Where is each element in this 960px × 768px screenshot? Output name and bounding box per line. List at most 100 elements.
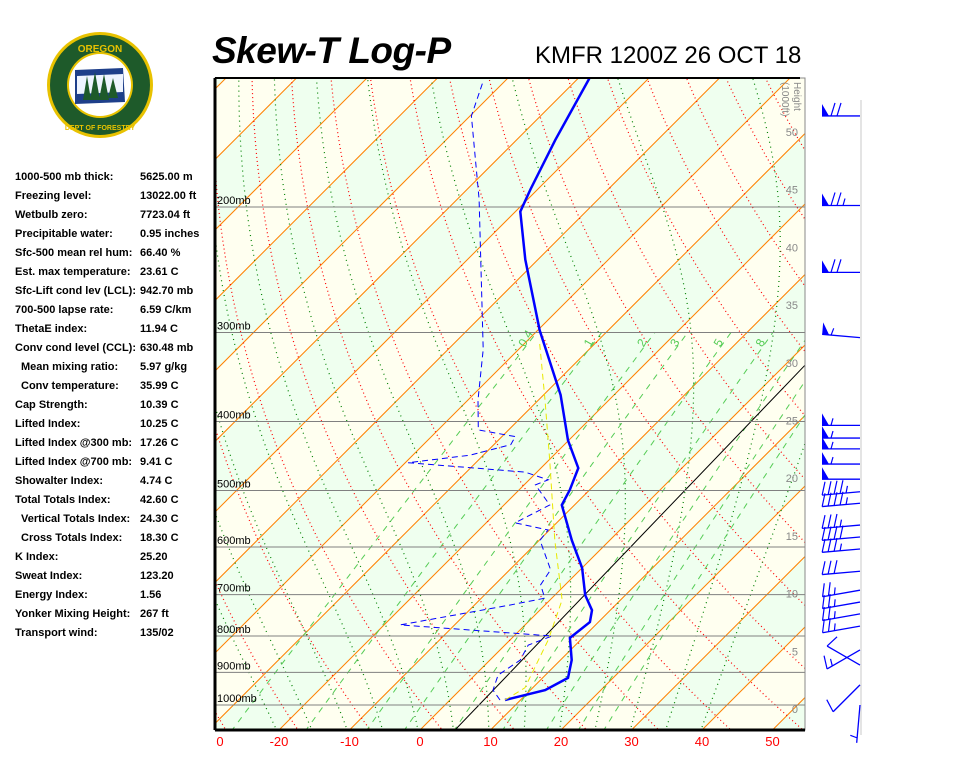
stat-value: 10.39 C	[140, 399, 179, 411]
height-axis-unit: (1000ft)	[779, 82, 790, 116]
isotherm-line	[560, 485, 805, 730]
stat-value: 42.60 C	[140, 494, 179, 506]
wind-barb-half-feather	[829, 658, 833, 667]
wind-barb-shaft	[826, 649, 861, 670]
wind-barb-feather	[833, 480, 838, 495]
wind-barb-half-feather	[833, 599, 836, 607]
x-tick-label: -10	[340, 734, 359, 749]
wind-barb	[822, 426, 860, 439]
isotherm-line	[215, 78, 579, 443]
wind-barb-feather	[839, 525, 844, 539]
pressure-label: 1000mb	[217, 693, 257, 705]
wind-barb-feather	[821, 606, 825, 621]
height-tick-label: 25	[786, 416, 798, 428]
stat-value: 135/02	[140, 627, 174, 639]
x-tick-label: -20	[270, 734, 289, 749]
stat-value: 5625.00 m	[140, 171, 193, 183]
dry-adiabat	[39, 74, 155, 732]
stat-label: Precipitable water:	[15, 228, 113, 240]
wind-barb-half-feather	[839, 543, 843, 551]
stat-value: 123.20	[140, 570, 174, 582]
wind-barb	[822, 102, 860, 117]
wind-barb	[822, 436, 860, 450]
stat-value: 11.94 C	[140, 323, 178, 335]
wind-barb-feather	[827, 538, 832, 552]
plot-area: 0.4 1 2 3 5 8200mb300mb400mb500mb600mb700mb80…	[0, 74, 960, 732]
x-tick-label: 10	[483, 734, 497, 749]
dry-adiabat	[215, 710, 227, 730]
height-tick-label: 35	[786, 300, 798, 312]
x-tick-label: 0	[216, 734, 223, 749]
stat-label: Lifted Index @700 mb:	[15, 456, 133, 468]
height-tick-label: 20	[786, 473, 798, 485]
dry-adiabat	[488, 78, 805, 607]
wind-barb-feather	[827, 492, 832, 507]
wind-barb-feather	[827, 618, 831, 632]
wind-barb-feather	[833, 537, 838, 552]
wind-barb-half-feather	[845, 485, 849, 494]
wind-barb-half-feather	[830, 328, 835, 336]
wind-barb-half-feather	[830, 456, 834, 465]
isotherm-band	[0, 78, 15, 730]
stat-value: 7723.04 ft	[140, 209, 191, 221]
wind-barb-feather	[821, 514, 826, 529]
mixing-ratio-line	[366, 332, 656, 730]
moist-adiabat	[238, 78, 419, 730]
mixing-ratio-line	[305, 332, 603, 730]
height-tick-label: 0	[792, 704, 798, 716]
wind-barb-half-feather	[833, 611, 836, 619]
stat-value: 630.48 mb	[140, 342, 194, 354]
wind-barb	[821, 560, 861, 576]
x-tick-label: 50	[765, 734, 779, 749]
isotherm-line	[215, 78, 650, 513]
stat-label: Sfc-Lift cond lev (LCL):	[15, 285, 136, 297]
dry-adiabat	[330, 78, 660, 730]
wind-barb-feather	[827, 481, 832, 495]
height-tick-label: 5	[792, 646, 798, 658]
isotherm-line	[215, 132, 805, 725]
wind-barb-pennant	[822, 452, 829, 465]
wind-barb	[821, 513, 861, 530]
stat-label: Conv temperature:	[21, 380, 119, 392]
wind-barb	[821, 618, 861, 634]
stat-value: 18.30 C	[140, 532, 179, 544]
stat-value: 0.95 inches	[140, 228, 200, 240]
isotherm-band	[215, 78, 805, 724]
svg-text:OREGON: OREGON	[78, 44, 122, 55]
wind-barb-pennant	[822, 103, 829, 116]
wind-barb-feather	[827, 594, 831, 608]
pressure-label: 800mb	[217, 624, 251, 636]
wind-barb	[821, 605, 861, 622]
wind-barb-half-feather	[830, 418, 834, 426]
moist-adiabat	[430, 78, 572, 730]
dry-adiabat	[921, 74, 960, 732]
dry-adiabat	[290, 78, 588, 730]
wind-barb	[821, 537, 861, 553]
wind-barb-pennant	[822, 426, 829, 439]
height-tick-label: 15	[786, 531, 798, 543]
wind-barb	[821, 491, 861, 508]
wind-barb-pennant	[822, 260, 829, 273]
pressure-label: 200mb	[217, 195, 251, 207]
stat-label: Energy Index:	[15, 589, 88, 601]
isotherm-line	[215, 78, 227, 90]
stat-label: Conv cond level (CCL):	[15, 342, 137, 354]
height-tick-label: 10	[786, 589, 798, 601]
wind-barb-feather	[833, 513, 838, 528]
pressure-label: 400mb	[217, 409, 251, 421]
wind-barb-feather	[821, 583, 825, 597]
x-tick-label: 20	[554, 734, 568, 749]
height-tick-label: 45	[786, 185, 798, 197]
wind-barb	[822, 413, 860, 426]
height-axis-title: Height	[791, 82, 802, 111]
stat-value: 13022.00 ft	[140, 190, 197, 202]
stat-label: Est. max temperature:	[15, 266, 131, 278]
dewpoint-profile-line	[400, 80, 553, 701]
isotherm-line	[215, 78, 720, 584]
isotherm-line	[631, 555, 805, 730]
pressure-label: 700mb	[217, 583, 251, 595]
wind-barb	[826, 636, 861, 666]
wind-barb	[850, 704, 861, 743]
wind-barb-feather	[826, 699, 834, 713]
